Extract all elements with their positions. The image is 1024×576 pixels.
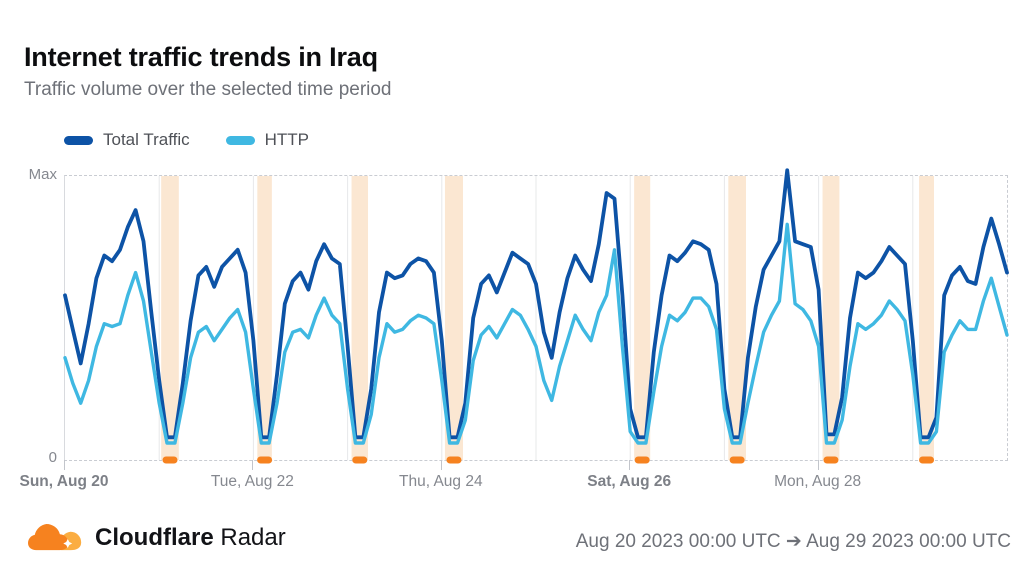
anomaly-marker[interactable]	[729, 456, 745, 464]
series-line-http	[63, 222, 1009, 445]
y-axis-label-zero: 0	[48, 449, 57, 466]
x-tick-label: Mon, Aug 28	[774, 473, 862, 490]
page-title: Internet traffic trends in Iraq	[24, 42, 378, 73]
cloudflare-logo-icon	[28, 523, 82, 551]
total-traffic-color-swatch	[64, 135, 93, 145]
anomaly-band	[161, 176, 179, 460]
traffic-line-chart	[63, 168, 1009, 464]
series-line-total-traffic	[63, 168, 1009, 440]
x-axis-tick	[440, 460, 442, 470]
x-tick-label: Tue, Aug 22	[210, 473, 294, 490]
chart-legend: Total Traffic HTTP	[64, 130, 309, 150]
brand-cloudflare: Cloudflare	[95, 523, 214, 551]
anomaly-marker[interactable]	[257, 456, 273, 464]
anomaly-band	[822, 176, 840, 460]
http-color-swatch	[225, 135, 255, 145]
x-axis-tick	[64, 460, 65, 470]
anomaly-band	[257, 176, 272, 460]
anomaly-band	[351, 176, 369, 460]
anomaly-band	[728, 176, 746, 460]
x-tick-label: Thu, Aug 24	[399, 473, 483, 490]
anomaly-marker[interactable]	[162, 456, 178, 464]
plot-area[interactable]	[63, 168, 1009, 464]
legend-label-total-traffic: Total Traffic	[103, 130, 190, 149]
x-tick-label: Sun, Aug 20	[19, 473, 109, 490]
x-tick-label: Sat, Aug 26	[587, 473, 672, 490]
brand-wordmark: Cloudflare Radar	[95, 524, 286, 552]
chart-subtitle: Traffic volume over the selected time pe…	[24, 79, 392, 100]
y-axis-label-max: Max	[28, 166, 57, 183]
anomaly-marker[interactable]	[823, 456, 839, 464]
brand-radar: Radar	[220, 523, 286, 551]
anomaly-marker[interactable]	[634, 456, 650, 464]
anomaly-band	[444, 176, 463, 460]
anomaly-marker[interactable]	[352, 456, 368, 464]
anomaly-marker[interactable]	[919, 456, 935, 464]
legend-item-total-traffic[interactable]: Total Traffic	[64, 130, 190, 150]
legend-item-http[interactable]: HTTP	[225, 130, 310, 150]
anomaly-band	[634, 176, 651, 460]
date-range: Aug 20 2023 00:00 UTC ➔ Aug 29 2023 00:0…	[575, 531, 1011, 552]
cloudflare-radar-brand[interactable]: Cloudflare Radar	[28, 519, 286, 556]
anomaly-marker[interactable]	[446, 456, 462, 464]
x-axis-tick	[817, 460, 819, 470]
legend-label-http: HTTP	[264, 130, 310, 149]
anomaly-band	[919, 176, 934, 460]
x-axis-tick	[252, 460, 254, 470]
x-axis-tick	[629, 460, 631, 470]
